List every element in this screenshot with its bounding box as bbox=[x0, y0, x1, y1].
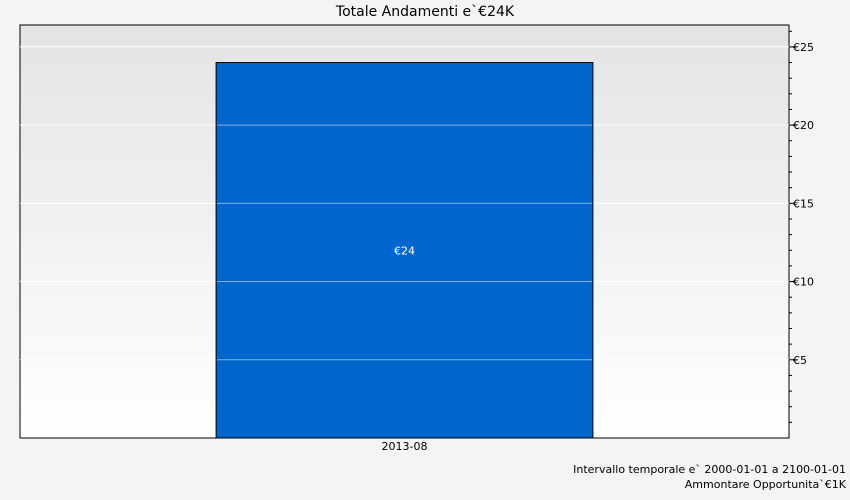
y-tick-label: €25 bbox=[793, 41, 814, 54]
chart-title: Totale Andamenti e`€24K bbox=[335, 4, 515, 20]
footnote-time-range: Intervallo temporale e` 2000-01-01 a 210… bbox=[573, 463, 846, 476]
x-tick-label: 2013-08 bbox=[382, 440, 428, 453]
footnote-amount: Ammontare Opportunita`€1K bbox=[684, 478, 846, 491]
y-tick-label: €15 bbox=[793, 197, 814, 210]
bar-value-label: €24 bbox=[394, 244, 415, 257]
y-tick-label: €5 bbox=[793, 354, 807, 367]
y-tick-label: €10 bbox=[793, 276, 814, 289]
y-tick-label: €20 bbox=[793, 119, 814, 132]
